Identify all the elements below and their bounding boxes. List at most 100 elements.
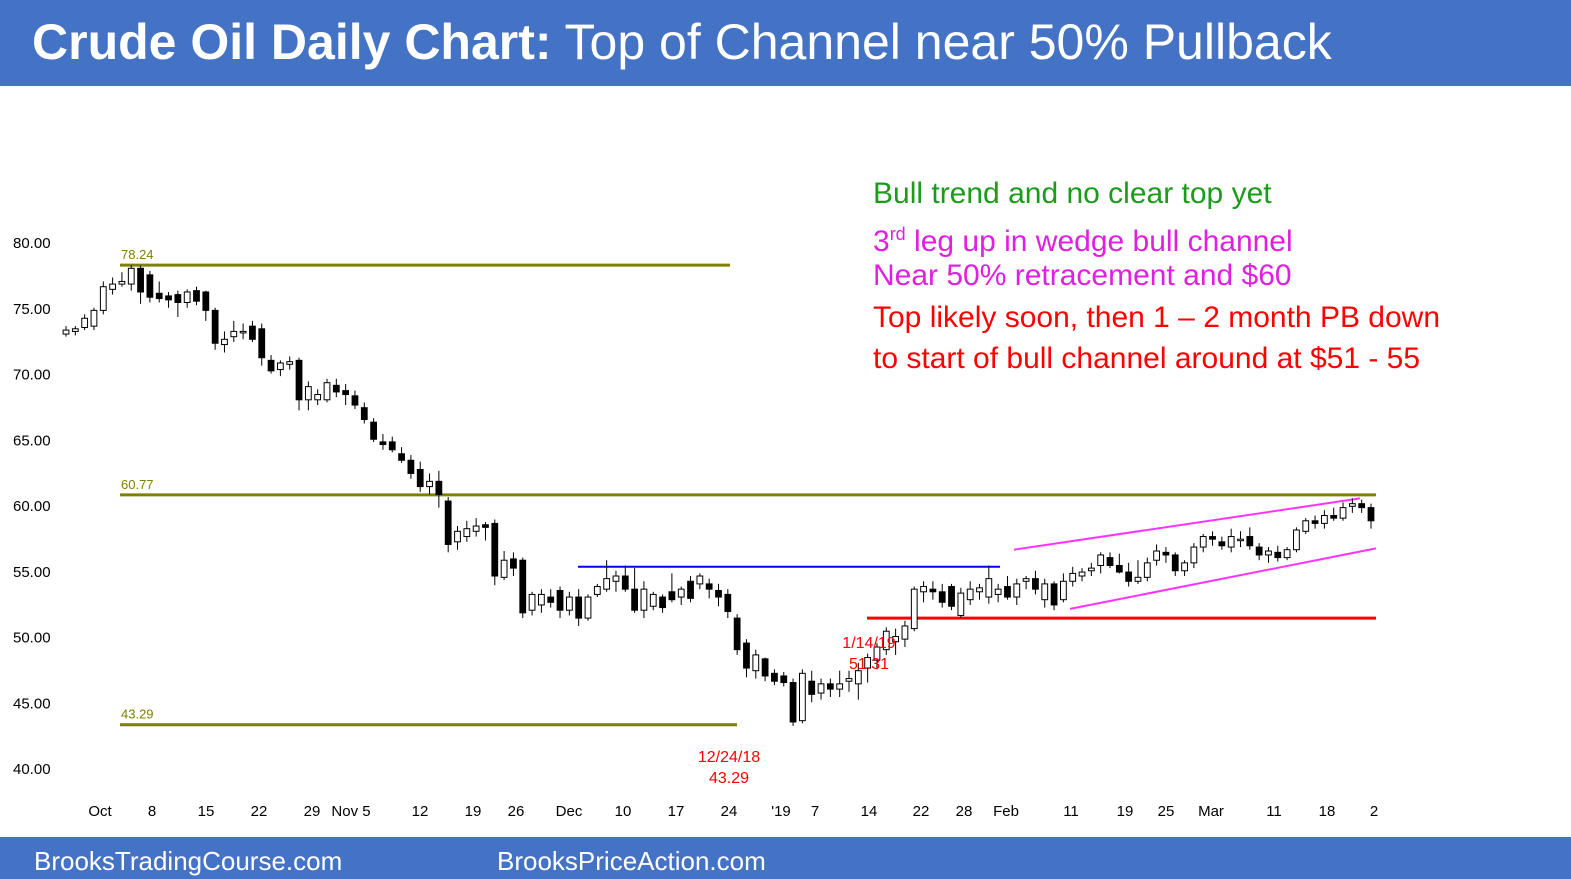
candle-body <box>360 407 368 421</box>
x-tick-label: 28 <box>956 803 973 820</box>
candle <box>435 470 443 508</box>
candle-body <box>799 672 806 722</box>
candle <box>1013 578 1021 605</box>
candle <box>584 594 592 621</box>
candle <box>1171 552 1179 577</box>
candle <box>1004 576 1011 600</box>
candle-body <box>388 441 396 451</box>
candle <box>1265 547 1272 563</box>
candle-body <box>892 636 899 643</box>
annotation-4-text: Top likely soon, then 1 – 2 month PB dow… <box>873 301 1441 334</box>
candle <box>631 568 638 613</box>
candle <box>556 586 564 619</box>
candle <box>705 578 713 599</box>
candle <box>174 290 182 317</box>
y-tick-label: 50.00 <box>13 630 51 647</box>
candlestick-chart: 80.00 75.00 70.00 65.00 60.00 55.00 50.00 45.00… <box>13 235 1378 820</box>
candle <box>976 583 983 600</box>
y-tick-label: 55.00 <box>13 564 51 581</box>
candle <box>910 586 918 632</box>
annotation-5-text: to start of bull channel around at $51 -… <box>873 342 1421 375</box>
candle-body <box>659 596 666 609</box>
candle <box>1032 570 1039 595</box>
candle-body <box>668 591 676 601</box>
candle-body <box>808 680 816 695</box>
candle <box>426 473 433 495</box>
candle-body <box>1358 503 1366 509</box>
candle-body <box>295 359 303 401</box>
candle-body <box>500 559 508 578</box>
candle-body <box>277 362 284 371</box>
y-tick-label: 60.00 <box>13 498 51 515</box>
candle-body <box>1032 578 1039 590</box>
candle <box>1162 547 1170 563</box>
candle-body <box>556 589 564 611</box>
candle <box>1050 581 1058 611</box>
candle-body <box>584 596 592 619</box>
candle-body <box>174 294 182 303</box>
candle <box>1125 562 1133 587</box>
candle <box>388 436 396 453</box>
candle <box>836 670 844 697</box>
candle <box>938 583 946 608</box>
candle <box>1293 527 1300 553</box>
candle <box>81 314 89 331</box>
candle-body <box>705 583 713 590</box>
candle <box>202 290 210 321</box>
x-tick-label: 8 <box>148 803 156 820</box>
candle <box>1237 531 1244 548</box>
candle-body <box>854 670 862 685</box>
candle-body <box>1274 551 1282 559</box>
candle-body <box>677 588 685 598</box>
candle-body <box>929 588 937 593</box>
candle <box>342 384 350 406</box>
candle <box>1041 578 1049 608</box>
candle-body <box>845 678 853 682</box>
candle-body <box>910 588 918 630</box>
footer-right-link[interactable]: BrooksPriceAction.com <box>497 846 766 876</box>
candle <box>193 286 200 306</box>
x-tick-label: 19 <box>465 803 482 820</box>
x-tick-label: Dec <box>556 803 583 820</box>
candle <box>109 277 116 295</box>
candle-body <box>1367 507 1375 522</box>
x-tick-label: 24 <box>721 803 738 820</box>
candle <box>379 433 387 450</box>
annotation-3: Near 50% retracement and $60 <box>873 255 1292 296</box>
candle-body <box>510 558 517 569</box>
candle <box>1358 499 1366 513</box>
candle-body <box>994 588 1002 595</box>
candle-body <box>1199 536 1207 548</box>
title-bar: Crude Oil Daily Chart: Top of Channel ne… <box>0 0 1571 86</box>
candle-body <box>286 361 294 365</box>
candle <box>696 573 704 590</box>
candle <box>789 678 797 726</box>
y-tick-label: 75.00 <box>13 301 51 318</box>
candle-body <box>267 359 275 372</box>
candle-body <box>304 386 312 401</box>
x-tick-label: 15 <box>198 803 215 820</box>
candle <box>239 323 247 340</box>
candle <box>948 583 955 611</box>
channel-upper-line <box>1013 497 1361 551</box>
candle <box>1302 518 1310 534</box>
candle <box>286 356 294 370</box>
candle <box>1348 498 1356 513</box>
x-tick-label: 12 <box>412 803 429 820</box>
callout-date: 12/24/18 <box>698 749 760 766</box>
candle <box>1339 502 1347 521</box>
candle-body <box>1171 554 1179 572</box>
candle-body <box>155 292 163 300</box>
candle <box>817 678 825 700</box>
candle-body <box>882 630 890 651</box>
annotation-2-number: 3 <box>873 225 890 258</box>
candle-body <box>1293 529 1300 551</box>
candle-body <box>696 575 704 585</box>
candle-body <box>1209 536 1216 540</box>
candle <box>314 389 322 406</box>
candle-body <box>463 528 471 538</box>
candle <box>826 678 834 697</box>
candle <box>920 581 927 603</box>
footer-left-link[interactable]: BrooksTradingCourse.com <box>34 846 343 876</box>
candle-body <box>1302 520 1310 532</box>
